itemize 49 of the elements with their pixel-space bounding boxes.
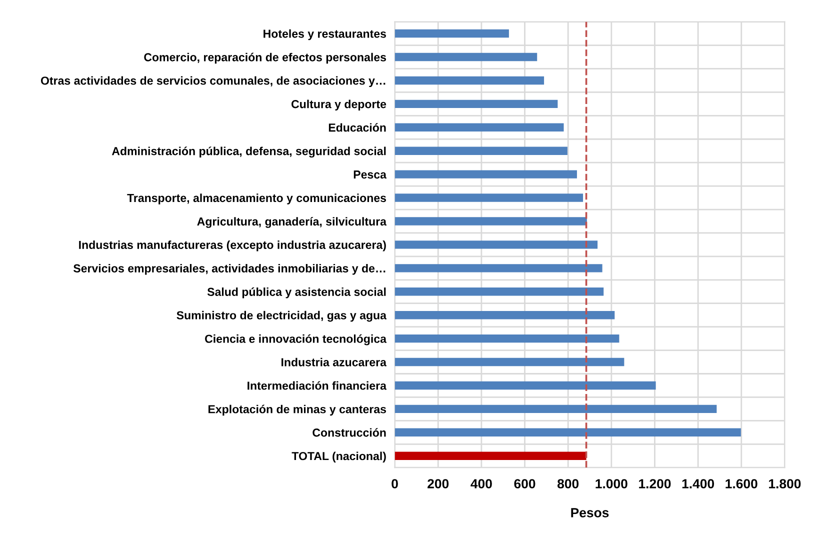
bar xyxy=(394,194,584,202)
y-tick-label: Educación xyxy=(328,123,386,132)
y-tick-label: Agricultura, ganadería, silvicultura xyxy=(197,217,387,228)
y-tick-label: TOTAL (nacional) xyxy=(292,452,386,462)
y-tick-label: Administración pública, defensa, seguridad social xyxy=(112,146,386,158)
bar xyxy=(394,381,656,390)
bar xyxy=(394,100,558,108)
x-tick-label: 1.600 xyxy=(726,479,758,488)
x-tick-label: 600 xyxy=(514,479,536,488)
y-tick-label: Ciencia e innovación tecnológica xyxy=(205,334,387,346)
y-tick-label: Suministro de electricidad, gas y agua xyxy=(176,310,387,322)
y-tick-label: Cultura y deporte xyxy=(292,100,386,110)
bar xyxy=(394,428,741,437)
y-tick-label: Comercio, reparación de efectos personales xyxy=(144,52,386,64)
bar xyxy=(394,404,717,414)
y-tick-label: Industrias manufactureras (excepto industria azucarera) xyxy=(79,240,386,252)
y-tick-label: Transporte, almacenamiento y comunicaciones xyxy=(127,194,386,204)
bar xyxy=(394,76,544,85)
y-tick-label: Hoteles y restaurantes xyxy=(264,29,386,40)
y-tick-label: Salud pública y asistencia social xyxy=(207,287,386,298)
x-tick-label: 400 xyxy=(470,479,492,488)
x-tick-label: 0 xyxy=(392,479,398,488)
bar xyxy=(394,52,538,62)
y-tick-label: Servicios empresariales, actividades inmobiliarias y de… xyxy=(73,264,386,275)
bar xyxy=(394,264,602,272)
x-tick-label: 1.400 xyxy=(682,479,714,488)
bar xyxy=(394,217,587,226)
bar xyxy=(394,29,509,38)
y-tick-label: Industria azucarera xyxy=(282,358,387,366)
y-tick-label: Otras actividades de servicios comunales, de asociaciones y… xyxy=(40,76,386,88)
bar xyxy=(394,146,568,155)
bar xyxy=(394,288,604,296)
x-tick-label: 1.800 xyxy=(769,479,801,488)
bar xyxy=(394,170,577,178)
y-tick-label: Explotación de minas y canteras xyxy=(208,404,386,416)
y-tick-label: Pesca xyxy=(354,170,387,179)
bar xyxy=(394,358,624,366)
bar xyxy=(394,334,620,343)
bar xyxy=(394,310,615,320)
x-tick-label: 800 xyxy=(557,479,579,488)
y-tick-label: Intermediación financiera xyxy=(248,381,387,390)
y-tick-label: Construcción xyxy=(312,428,386,437)
x-axis-title: Pesos xyxy=(571,508,609,518)
x-tick-label: 1.200 xyxy=(639,479,671,488)
bar xyxy=(394,240,598,249)
x-tick-label: 200 xyxy=(428,479,449,488)
x-tick-label: 1.000 xyxy=(596,479,628,488)
bar xyxy=(394,452,586,460)
bar xyxy=(394,123,564,132)
